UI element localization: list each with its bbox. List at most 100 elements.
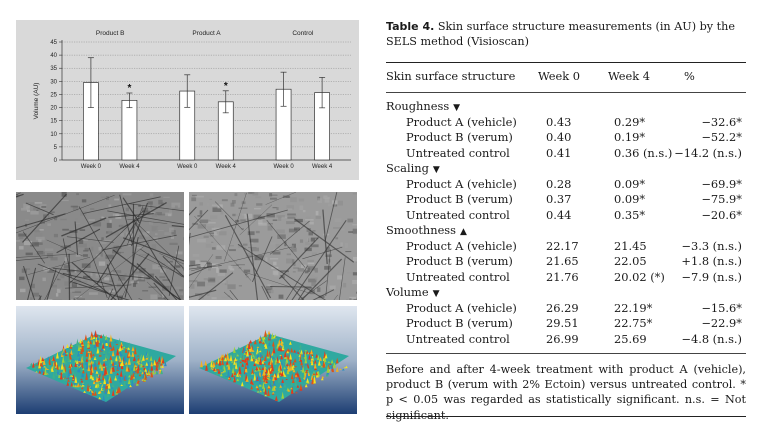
bar	[121, 99, 138, 161]
cell-week4: 21.45	[614, 238, 647, 253]
cell-percent: −69.9*	[701, 176, 742, 191]
y-tick-label: 0	[54, 158, 58, 164]
cell-week0: 0.40	[546, 130, 572, 144]
header-percent: %	[684, 69, 695, 83]
table-caption-text: Skin surface structure measurements (in …	[386, 20, 735, 48]
table-end-rule	[386, 416, 746, 418]
y-tick-label: 25	[50, 92, 57, 98]
section-header: Volume ▼	[386, 285, 746, 301]
cell-week0: 0.43	[546, 114, 572, 129]
y-tick-label: 40	[50, 53, 57, 59]
cell-percent: −4.8 (n.s.)	[681, 331, 742, 346]
cell-week4: 22.19*	[614, 300, 653, 315]
row-label: Product A (vehicle)	[406, 238, 517, 253]
table-4: Table 4. Skin surface structure measurem…	[386, 20, 748, 422]
x-tick-label: Week 4	[216, 164, 237, 170]
cell-week4: 0.29*	[614, 114, 646, 129]
table-row: Untreated control 26.99 25.69 −4.8 (n.s.)	[386, 332, 746, 348]
y-tick-label: 45	[50, 40, 57, 46]
cell-week4: 0.19*	[614, 130, 646, 144]
significance-marker: *	[224, 81, 228, 92]
y-tick-label: 30	[50, 79, 57, 85]
triangle-down-icon: ▼	[432, 165, 440, 175]
row-label: Untreated control	[406, 145, 510, 160]
skin-3d-surface-graphic	[189, 306, 357, 414]
x-tick-label: Week 0	[177, 164, 198, 170]
cell-week0: 0.44	[546, 207, 572, 222]
y-axis-label: Volume (AU)	[33, 83, 40, 120]
x-tick-label: Week 0	[273, 164, 294, 170]
table-row: Product A (vehicle) 26.29 22.19* −15.6*	[386, 301, 746, 317]
header-week0: Week 0	[538, 69, 581, 83]
triangle-down-icon: ▼	[432, 289, 440, 299]
row-label: Product B (verum)	[406, 192, 513, 206]
cell-week0: 0.37	[546, 192, 572, 206]
cell-percent: −52.2*	[701, 130, 742, 144]
triangle-up-icon: ▲	[460, 227, 467, 237]
cell-percent: −7.9 (n.s.)	[681, 269, 742, 284]
table-caption-label: Table 4.	[386, 20, 435, 33]
skin-texture-graphic	[189, 192, 357, 300]
section-header: Smoothness ▲	[386, 223, 746, 239]
section-label: Smoothness ▲	[386, 223, 467, 237]
table-top-rule	[386, 62, 746, 64]
cell-percent: −22.9*	[701, 316, 742, 330]
cell-week4: 22.05	[614, 254, 647, 268]
cell-week0: 21.76	[546, 269, 579, 284]
table-row: Untreated control 0.41 0.36 (n.s.) −14.2 (n…	[386, 146, 746, 162]
table-row: Product B (verum) 0.37 0.09* −75.9*	[386, 192, 746, 208]
y-tick-label: 10	[50, 132, 57, 138]
table-header-row: Skin surface structure Week 0 Week 4 %	[386, 69, 746, 85]
section-label: Scaling ▼	[386, 161, 440, 175]
row-label: Product A (vehicle)	[406, 300, 517, 315]
significance-marker: *	[127, 83, 131, 94]
table-row: Product A (vehicle) 0.28 0.09* −69.9*	[386, 177, 746, 193]
cell-percent: +1.8 (n.s.)	[681, 254, 742, 268]
y-tick-label: 15	[50, 119, 57, 125]
cell-percent: −3.3 (n.s.)	[681, 238, 742, 253]
section-label: Volume ▼	[386, 285, 439, 299]
y-tick-label: 35	[50, 66, 57, 72]
section-header: Scaling ▼	[386, 161, 746, 177]
section-label-text: Roughness	[386, 99, 450, 113]
section-label-text: Scaling	[386, 161, 429, 175]
cell-week0: 21.65	[546, 254, 579, 268]
triangle-down-icon: ▼	[453, 103, 461, 113]
group-label: Control	[292, 30, 314, 37]
cell-week4: 0.09*	[614, 176, 646, 191]
section-header: Roughness ▼	[386, 99, 746, 115]
table-row: Product B (verum) 0.40 0.19* −52.2*	[386, 130, 746, 146]
cell-week4: 0.36 (n.s.)	[614, 145, 673, 160]
section-label-text: Smoothness	[386, 223, 457, 237]
cell-percent: −20.6*	[701, 207, 742, 222]
skin-texture-graphic	[16, 192, 184, 300]
x-tick-label: Week 0	[81, 164, 102, 170]
y-tick-label: 5	[54, 145, 58, 151]
volume-bar-chart: 0 5 10 15 20 25 30 35 40 45 Volume (AU) Product B We…	[16, 20, 359, 180]
group-label: Product A	[192, 30, 221, 37]
cell-week4: 25.69	[614, 331, 647, 346]
cell-week0: 0.41	[546, 145, 572, 160]
cell-week4: 20.02 (*)	[614, 269, 665, 284]
cell-percent: −75.9*	[701, 192, 742, 206]
cell-week0: 0.28	[546, 176, 572, 191]
cell-percent: −32.6*	[701, 114, 742, 129]
skin-3d-surface-graphic	[16, 306, 184, 414]
table-body: Roughness ▼ Product A (vehicle) 0.43 0.29* −3…	[386, 99, 746, 347]
cell-week0: 26.99	[546, 331, 579, 346]
table-row: Untreated control 21.76 20.02 (*) −7.9 (n.s…	[386, 270, 746, 286]
row-label: Product B (verum)	[406, 130, 513, 144]
cell-week4: 22.75*	[614, 316, 653, 330]
x-tick-label: Week 4	[119, 164, 140, 170]
table-row: Product B (verum) 29.51 22.75* −22.9*	[386, 316, 746, 332]
cell-percent: −15.6*	[701, 300, 742, 315]
table-row: Product B (verum) 21.65 22.05 +1.8 (n.s.)	[386, 254, 746, 270]
cell-week0: 26.29	[546, 300, 579, 315]
header-week4: Week 4	[608, 69, 651, 83]
cell-week0: 29.51	[546, 316, 579, 330]
cell-week0: 22.17	[546, 238, 579, 253]
table-row: Untreated control 0.44 0.35* −20.6*	[386, 208, 746, 224]
skin-3d-surface-image-week0	[16, 306, 184, 414]
skin-3d-surface-image-week4	[189, 306, 357, 414]
x-tick-label: Week 4	[312, 164, 333, 170]
